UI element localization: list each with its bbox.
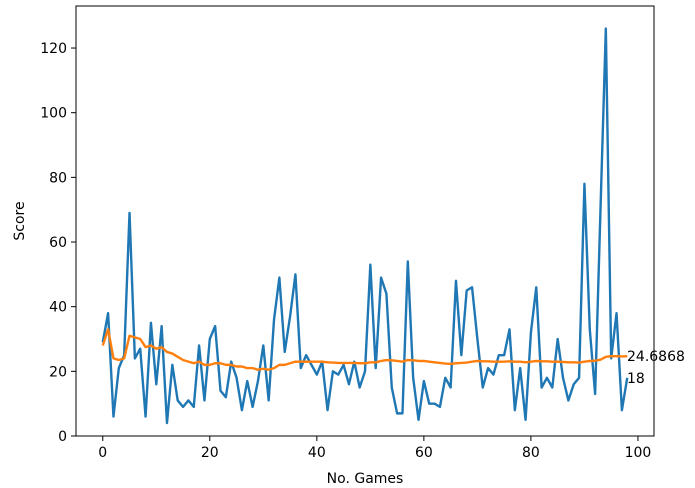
y-tick-label: 120 [40,41,67,57]
x-tick-label: 0 [98,445,107,461]
y-tick-label: 20 [49,364,67,380]
series-layer [101,27,629,425]
x-tick-label: 100 [625,445,652,461]
y-tick-label: 100 [40,106,67,122]
y-tick-label: 40 [49,300,67,316]
y-tick-label: 60 [49,235,67,251]
series-end-label-0: 18 [627,371,645,387]
series-line-1 [101,328,628,371]
plot-frame [75,5,655,437]
y-axis: 0 20 40 60 80 100 120 [40,41,76,445]
x-tick-label: 20 [201,445,219,461]
x-axis: 0 20 40 60 80 100 [98,436,651,461]
x-axis-label: No. Games [327,471,404,487]
x-tick-label: 40 [308,445,326,461]
end-labels: 18 24.6868 [627,349,685,387]
series-line-0 [101,27,629,425]
series-end-label-1: 24.6868 [627,349,685,365]
x-tick-label: 60 [415,445,433,461]
y-tick-label: 0 [58,429,67,445]
y-tick-label: 80 [49,170,67,186]
y-axis-label: Score [12,201,28,240]
x-tick-label: 80 [522,445,540,461]
